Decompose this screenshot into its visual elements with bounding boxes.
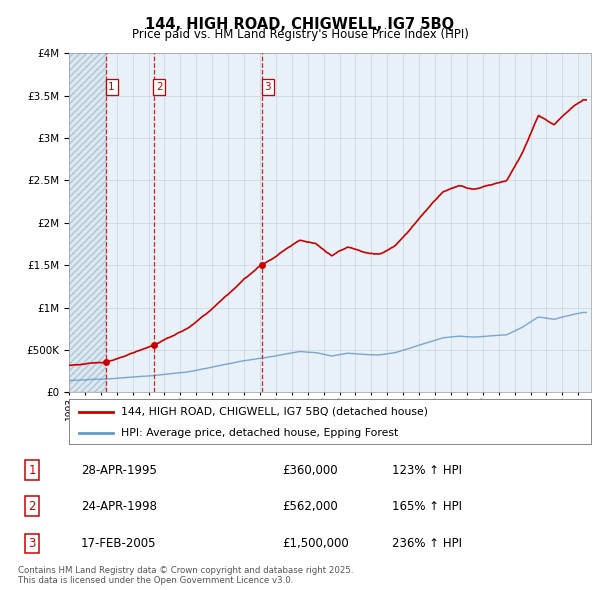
Text: 236% ↑ HPI: 236% ↑ HPI: [392, 537, 462, 550]
Text: 24-APR-1998: 24-APR-1998: [81, 500, 157, 513]
Text: HPI: Average price, detached house, Epping Forest: HPI: Average price, detached house, Eppi…: [121, 428, 398, 438]
Text: 2: 2: [156, 82, 163, 92]
Text: £562,000: £562,000: [283, 500, 338, 513]
Text: 1: 1: [28, 464, 36, 477]
Text: 28-APR-1995: 28-APR-1995: [81, 464, 157, 477]
Text: 3: 3: [28, 537, 36, 550]
Text: 2: 2: [28, 500, 36, 513]
Text: Contains HM Land Registry data © Crown copyright and database right 2025.
This d: Contains HM Land Registry data © Crown c…: [18, 566, 353, 585]
Text: 17-FEB-2005: 17-FEB-2005: [81, 537, 157, 550]
Text: 144, HIGH ROAD, CHIGWELL, IG7 5BQ (detached house): 144, HIGH ROAD, CHIGWELL, IG7 5BQ (detac…: [121, 407, 428, 417]
Text: 123% ↑ HPI: 123% ↑ HPI: [392, 464, 462, 477]
Text: 1: 1: [109, 82, 115, 92]
Text: 3: 3: [265, 82, 271, 92]
Text: 144, HIGH ROAD, CHIGWELL, IG7 5BQ: 144, HIGH ROAD, CHIGWELL, IG7 5BQ: [145, 17, 455, 31]
Text: Price paid vs. HM Land Registry's House Price Index (HPI): Price paid vs. HM Land Registry's House …: [131, 28, 469, 41]
Text: £1,500,000: £1,500,000: [283, 537, 349, 550]
Bar: [69, 53, 106, 392]
Text: £360,000: £360,000: [283, 464, 338, 477]
Text: 165% ↑ HPI: 165% ↑ HPI: [392, 500, 462, 513]
